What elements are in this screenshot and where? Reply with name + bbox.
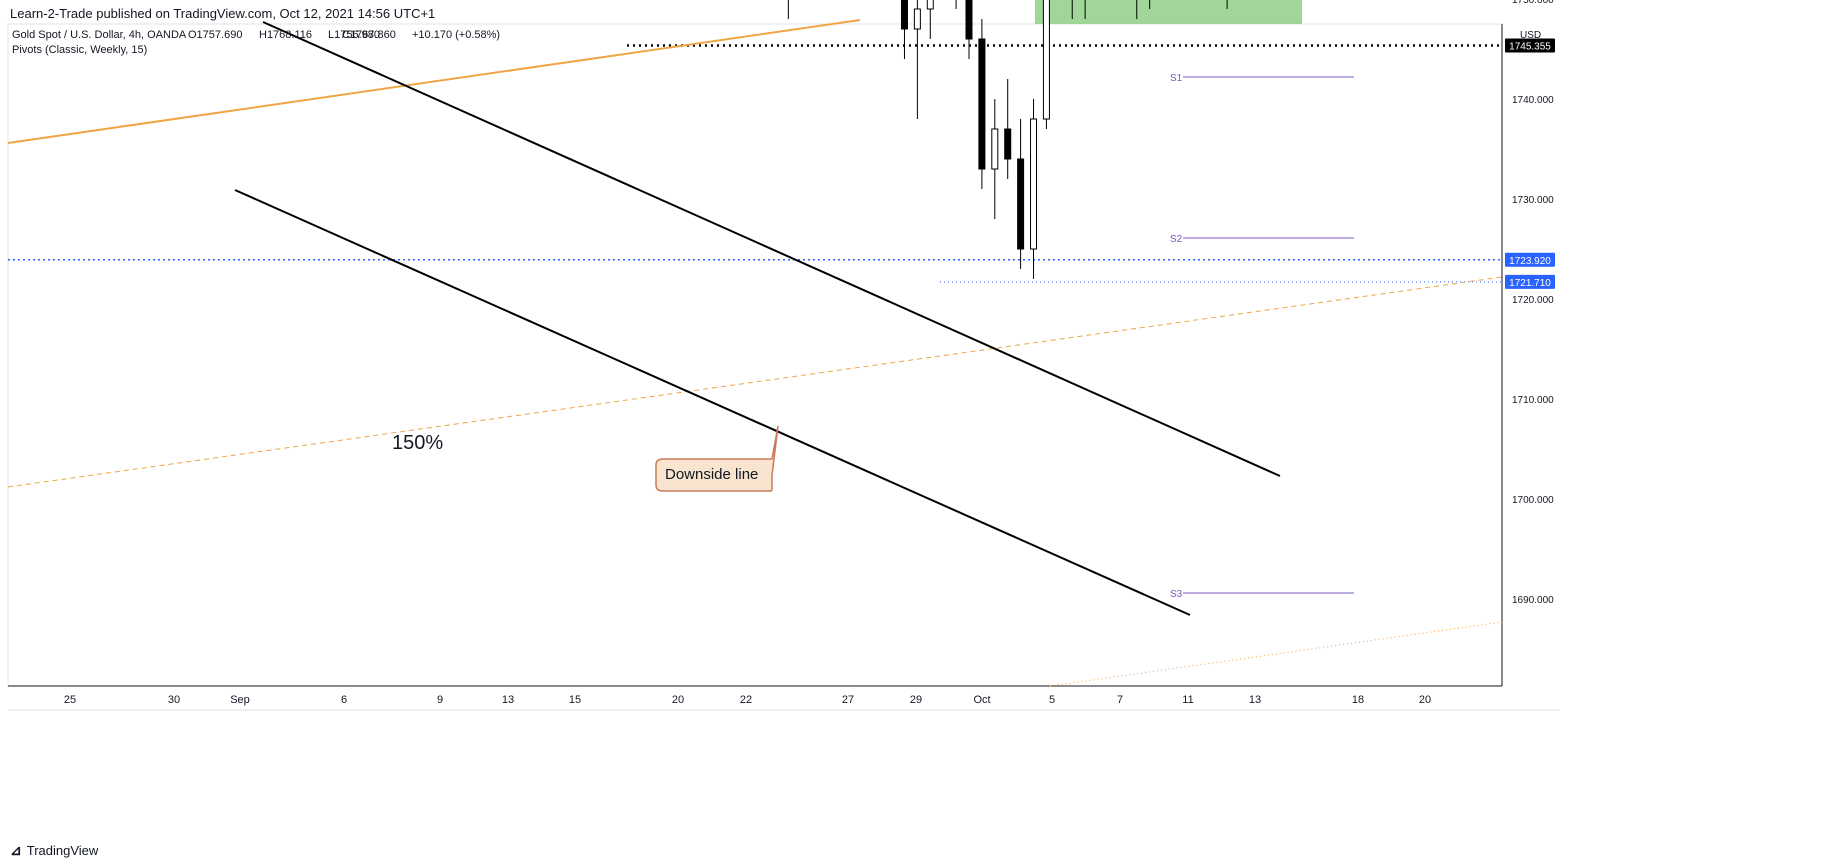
candle-70 bbox=[913, 0, 921, 119]
candle-76 bbox=[991, 99, 999, 219]
price-tag-text-8: 1721.710 bbox=[1509, 278, 1551, 289]
x-tick-14: 11 bbox=[1182, 694, 1193, 706]
time-axis-ticks: 25 30 Sep 6 9 13 15 20 22 27 29 Oct 5 7 11 13 18 20 bbox=[64, 694, 1431, 706]
indicator-title: Pivots (Classic, Weekly, 15) bbox=[12, 44, 147, 56]
ohlc-close: C1767.860 bbox=[342, 29, 396, 41]
downside-line[interactable] bbox=[234, 189, 1191, 616]
y-tick-1720: 1720.000 bbox=[1512, 295, 1554, 306]
candle-75 bbox=[978, 19, 986, 189]
x-tick-11: Oct bbox=[973, 694, 990, 706]
pivot-levels: R3R2R1S1S2S3 bbox=[1170, 73, 1354, 600]
x-tick-0: 25 bbox=[64, 694, 76, 706]
x-tick-9: 27 bbox=[842, 694, 854, 706]
price-tag-8: 1721.710 bbox=[1505, 274, 1555, 289]
x-tick-5: 13 bbox=[502, 694, 514, 706]
price-axis-ticks: 1690.000 1700.000 1710.000 1720.000 1730.000… bbox=[1512, 0, 1554, 606]
tradingview-logo-icon: ⊿ bbox=[10, 842, 22, 858]
pivot-label-S3: S3 bbox=[1170, 589, 1183, 600]
candlestick-series bbox=[787, 0, 1228, 279]
price-tag-text-6: 1745.355 bbox=[1509, 41, 1551, 52]
y-tick-1730: 1730.000 bbox=[1512, 195, 1554, 206]
candle-80 bbox=[1042, 0, 1050, 129]
horizontal-levels bbox=[8, 44, 1502, 283]
candle-71 bbox=[926, 0, 934, 39]
orange-dashed-fib-line[interactable] bbox=[7, 276, 1503, 488]
downside-line-label: Downside line bbox=[665, 466, 758, 483]
tradingview-logo-text: TradingView bbox=[26, 843, 99, 858]
published-text: Learn-2-Trade published on TradingView.c… bbox=[10, 6, 436, 21]
tradingview-logo[interactable]: ⊿ TradingView bbox=[10, 842, 98, 859]
candle-73 bbox=[955, 0, 957, 9]
y-tick-1710: 1710.000 bbox=[1512, 395, 1554, 406]
pivot-label-S2: S2 bbox=[1170, 234, 1183, 245]
ohlc-change: +10.170 (+0.58%) bbox=[412, 29, 500, 41]
x-tick-12: 5 bbox=[1049, 694, 1055, 706]
pivot-label-S1: S1 bbox=[1170, 73, 1183, 84]
x-tick-7: 20 bbox=[672, 694, 684, 706]
downside-line-callout[interactable]: Downside line bbox=[655, 425, 779, 492]
green-range-zone bbox=[1035, 0, 1302, 24]
x-tick-13: 7 bbox=[1117, 694, 1123, 706]
plot-frame bbox=[7, 23, 1503, 687]
currency-label[interactable]: USD bbox=[1520, 30, 1541, 41]
ohlc-open: O1757.690 bbox=[188, 29, 242, 41]
x-tick-6: 15 bbox=[569, 694, 581, 706]
y-tick-1690: 1690.000 bbox=[1512, 595, 1554, 606]
candle-79 bbox=[1030, 99, 1038, 279]
ohlc-high: H1768.116 bbox=[259, 29, 312, 41]
symbol-legend: Gold Spot / U.S. Dollar, 4h, OANDA O1757… bbox=[12, 29, 500, 56]
candle-77 bbox=[1004, 79, 1012, 179]
ohlc-low: L1756.980 bbox=[328, 29, 380, 41]
orange-trendline[interactable] bbox=[7, 19, 861, 144]
symbol-title: Gold Spot / U.S. Dollar, 4h, OANDA bbox=[12, 29, 187, 41]
x-tick-17: 20 bbox=[1419, 694, 1431, 706]
candle-78 bbox=[1017, 119, 1025, 269]
orange-dotted-line[interactable] bbox=[1049, 621, 1503, 687]
candle-60 bbox=[787, 0, 789, 19]
price-tag-text-7: 1723.920 bbox=[1509, 256, 1551, 267]
y-tick-1740: 1740.000 bbox=[1512, 95, 1554, 106]
candle-74 bbox=[965, 0, 973, 59]
fib-150-label: 150% bbox=[392, 432, 443, 454]
x-tick-2: Sep bbox=[230, 694, 250, 706]
price-tag-7: 1723.920 bbox=[1505, 252, 1555, 267]
candle-69 bbox=[900, 0, 908, 59]
x-tick-4: 9 bbox=[437, 694, 443, 706]
x-tick-1: 30 bbox=[168, 694, 180, 706]
x-tick-16: 18 bbox=[1352, 694, 1364, 706]
x-tick-10: 29 bbox=[910, 694, 922, 706]
y-tick-1750: 1750.000 bbox=[1512, 0, 1554, 6]
y-tick-1700: 1700.000 bbox=[1512, 495, 1554, 506]
x-tick-3: 6 bbox=[341, 694, 347, 706]
x-tick-8: 22 bbox=[740, 694, 752, 706]
price-tags: 1834.1951802.1801782.4701770.5801764.240… bbox=[1505, 38, 1555, 289]
upper-channel-line[interactable] bbox=[262, 21, 1281, 477]
x-tick-15: 13 bbox=[1249, 694, 1261, 706]
price-tag-6: 1745.355 bbox=[1505, 38, 1555, 53]
